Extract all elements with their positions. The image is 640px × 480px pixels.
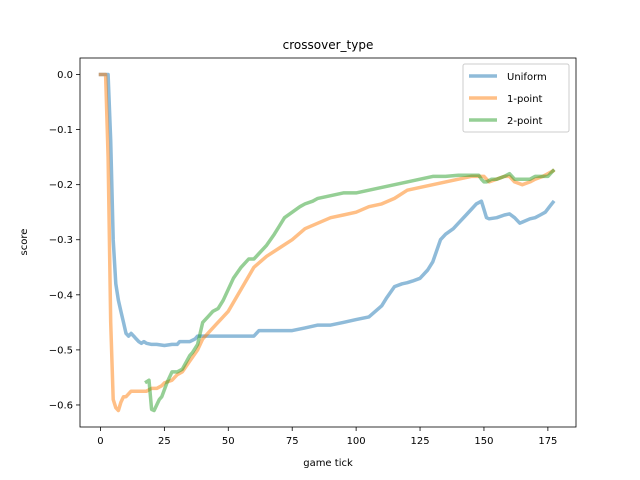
series-line-2-point (144, 168, 556, 413)
x-axis-label: game tick (303, 458, 353, 469)
plot-frame (79, 57, 577, 428)
x-tick-label: 150 (474, 436, 493, 447)
legend-label: 1-point (507, 94, 543, 105)
legend-label: Uniform (507, 72, 547, 83)
y-tick-label: −0.6 (49, 400, 73, 411)
legend-label: 2-point (507, 116, 543, 127)
y-axis-label: score (19, 229, 30, 256)
x-tick-label: 25 (158, 436, 171, 447)
legend: Uniform 1-point 2-point (462, 63, 570, 133)
y-tick-label: 0.0 (57, 70, 73, 81)
y-axis: 0.0 −0.1 −0.2 −0.3 −0.4 −0.5 −0.6 (49, 70, 80, 411)
x-tick-label: 75 (286, 436, 299, 447)
y-tick-label: −0.3 (49, 235, 73, 246)
y-tick-label: −0.5 (49, 345, 73, 356)
x-axis: 0 25 50 75 100 125 150 175 (97, 427, 557, 447)
x-tick-label: 50 (222, 436, 235, 447)
x-tick-label: 0 (97, 436, 103, 447)
chart-title: crossover_type (283, 38, 374, 52)
x-tick-label: 100 (347, 436, 366, 447)
legend-box (462, 63, 570, 133)
y-tick-label: −0.1 (49, 125, 73, 136)
series-line-uniform (98, 72, 556, 348)
x-tick-label: 175 (538, 436, 557, 447)
y-tick-label: −0.2 (49, 180, 73, 191)
x-tick-label: 125 (410, 436, 429, 447)
series-layer (98, 72, 556, 413)
y-tick-label: −0.4 (49, 290, 73, 301)
